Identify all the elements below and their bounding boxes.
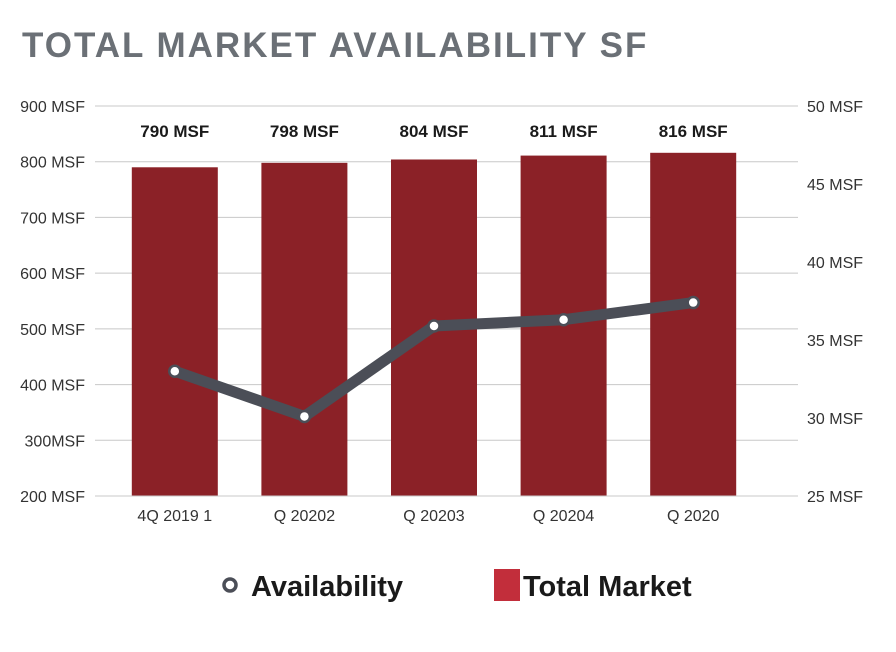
legend-total-market-label: Total Market (523, 571, 692, 603)
right-tick-label: 35 MSF (807, 333, 863, 350)
bar-data-label: 816 MSF (659, 122, 728, 141)
total-market-bar (650, 152, 737, 497)
availability-point (556, 312, 571, 327)
left-tick-label: 700 MSF (20, 210, 85, 227)
left-tick-label: 900 MSF (20, 99, 85, 116)
bar-data-label: 811 MSF (530, 122, 598, 141)
bar-data-labels: 790 MSF 798 MSF 804 MSF 811 MSF 816 MSF (140, 122, 727, 141)
right-tick-label: 45 MSF (807, 177, 863, 194)
chart-title: TOTAL MARKET AVAILABILITY SF (22, 26, 648, 65)
left-tick-label: 200 MSF (20, 489, 85, 506)
x-tick-label: Q 20203 (403, 508, 464, 525)
legend: Availability Total Market (222, 569, 692, 603)
availability-point (168, 364, 182, 378)
right-tick-label: 30 MSF (807, 411, 863, 428)
availability-point (427, 319, 441, 333)
total-market-bar (261, 162, 348, 497)
right-tick-label: 50 MSF (807, 99, 863, 116)
x-axis: 4Q 2019 1 Q 20202 Q 20203 Q 20204 Q 2020 (95, 495, 798, 525)
x-tick-label: Q 2020 (667, 508, 720, 525)
bar-data-label: 804 MSF (400, 122, 469, 141)
left-tick-label: 800 MSF (20, 155, 85, 172)
right-tick-label: 40 MSF (807, 255, 863, 272)
x-tick-label: 4Q 2019 1 (137, 508, 212, 525)
x-tick-label: Q 20204 (533, 508, 594, 525)
x-tick-label: Q 20202 (274, 508, 335, 525)
right-axis: 25 MSF 30 MSF 35 MSF 40 MSF 45 MSF 50 MSF (807, 99, 863, 506)
availability-point (297, 409, 312, 424)
legend-availability-marker (222, 577, 238, 593)
right-tick-label: 25 MSF (807, 489, 863, 506)
left-tick-label: 300MSF (25, 433, 86, 450)
availability-line (168, 295, 700, 424)
bar-data-label: 798 MSF (270, 122, 339, 141)
legend-total-market-swatch (494, 569, 520, 601)
left-axis: 200 MSF 300MSF 400 MSF 500 MSF 600 MSF 700 MS… (20, 99, 85, 506)
left-tick-label: 400 MSF (20, 378, 85, 395)
legend-availability-label: Availability (251, 571, 403, 603)
bar-data-label: 790 MSF (140, 122, 209, 141)
left-tick-label: 600 MSF (20, 266, 85, 283)
availability-point (686, 295, 700, 310)
total-market-bar (131, 167, 218, 497)
left-tick-label: 500 MSF (20, 322, 85, 339)
